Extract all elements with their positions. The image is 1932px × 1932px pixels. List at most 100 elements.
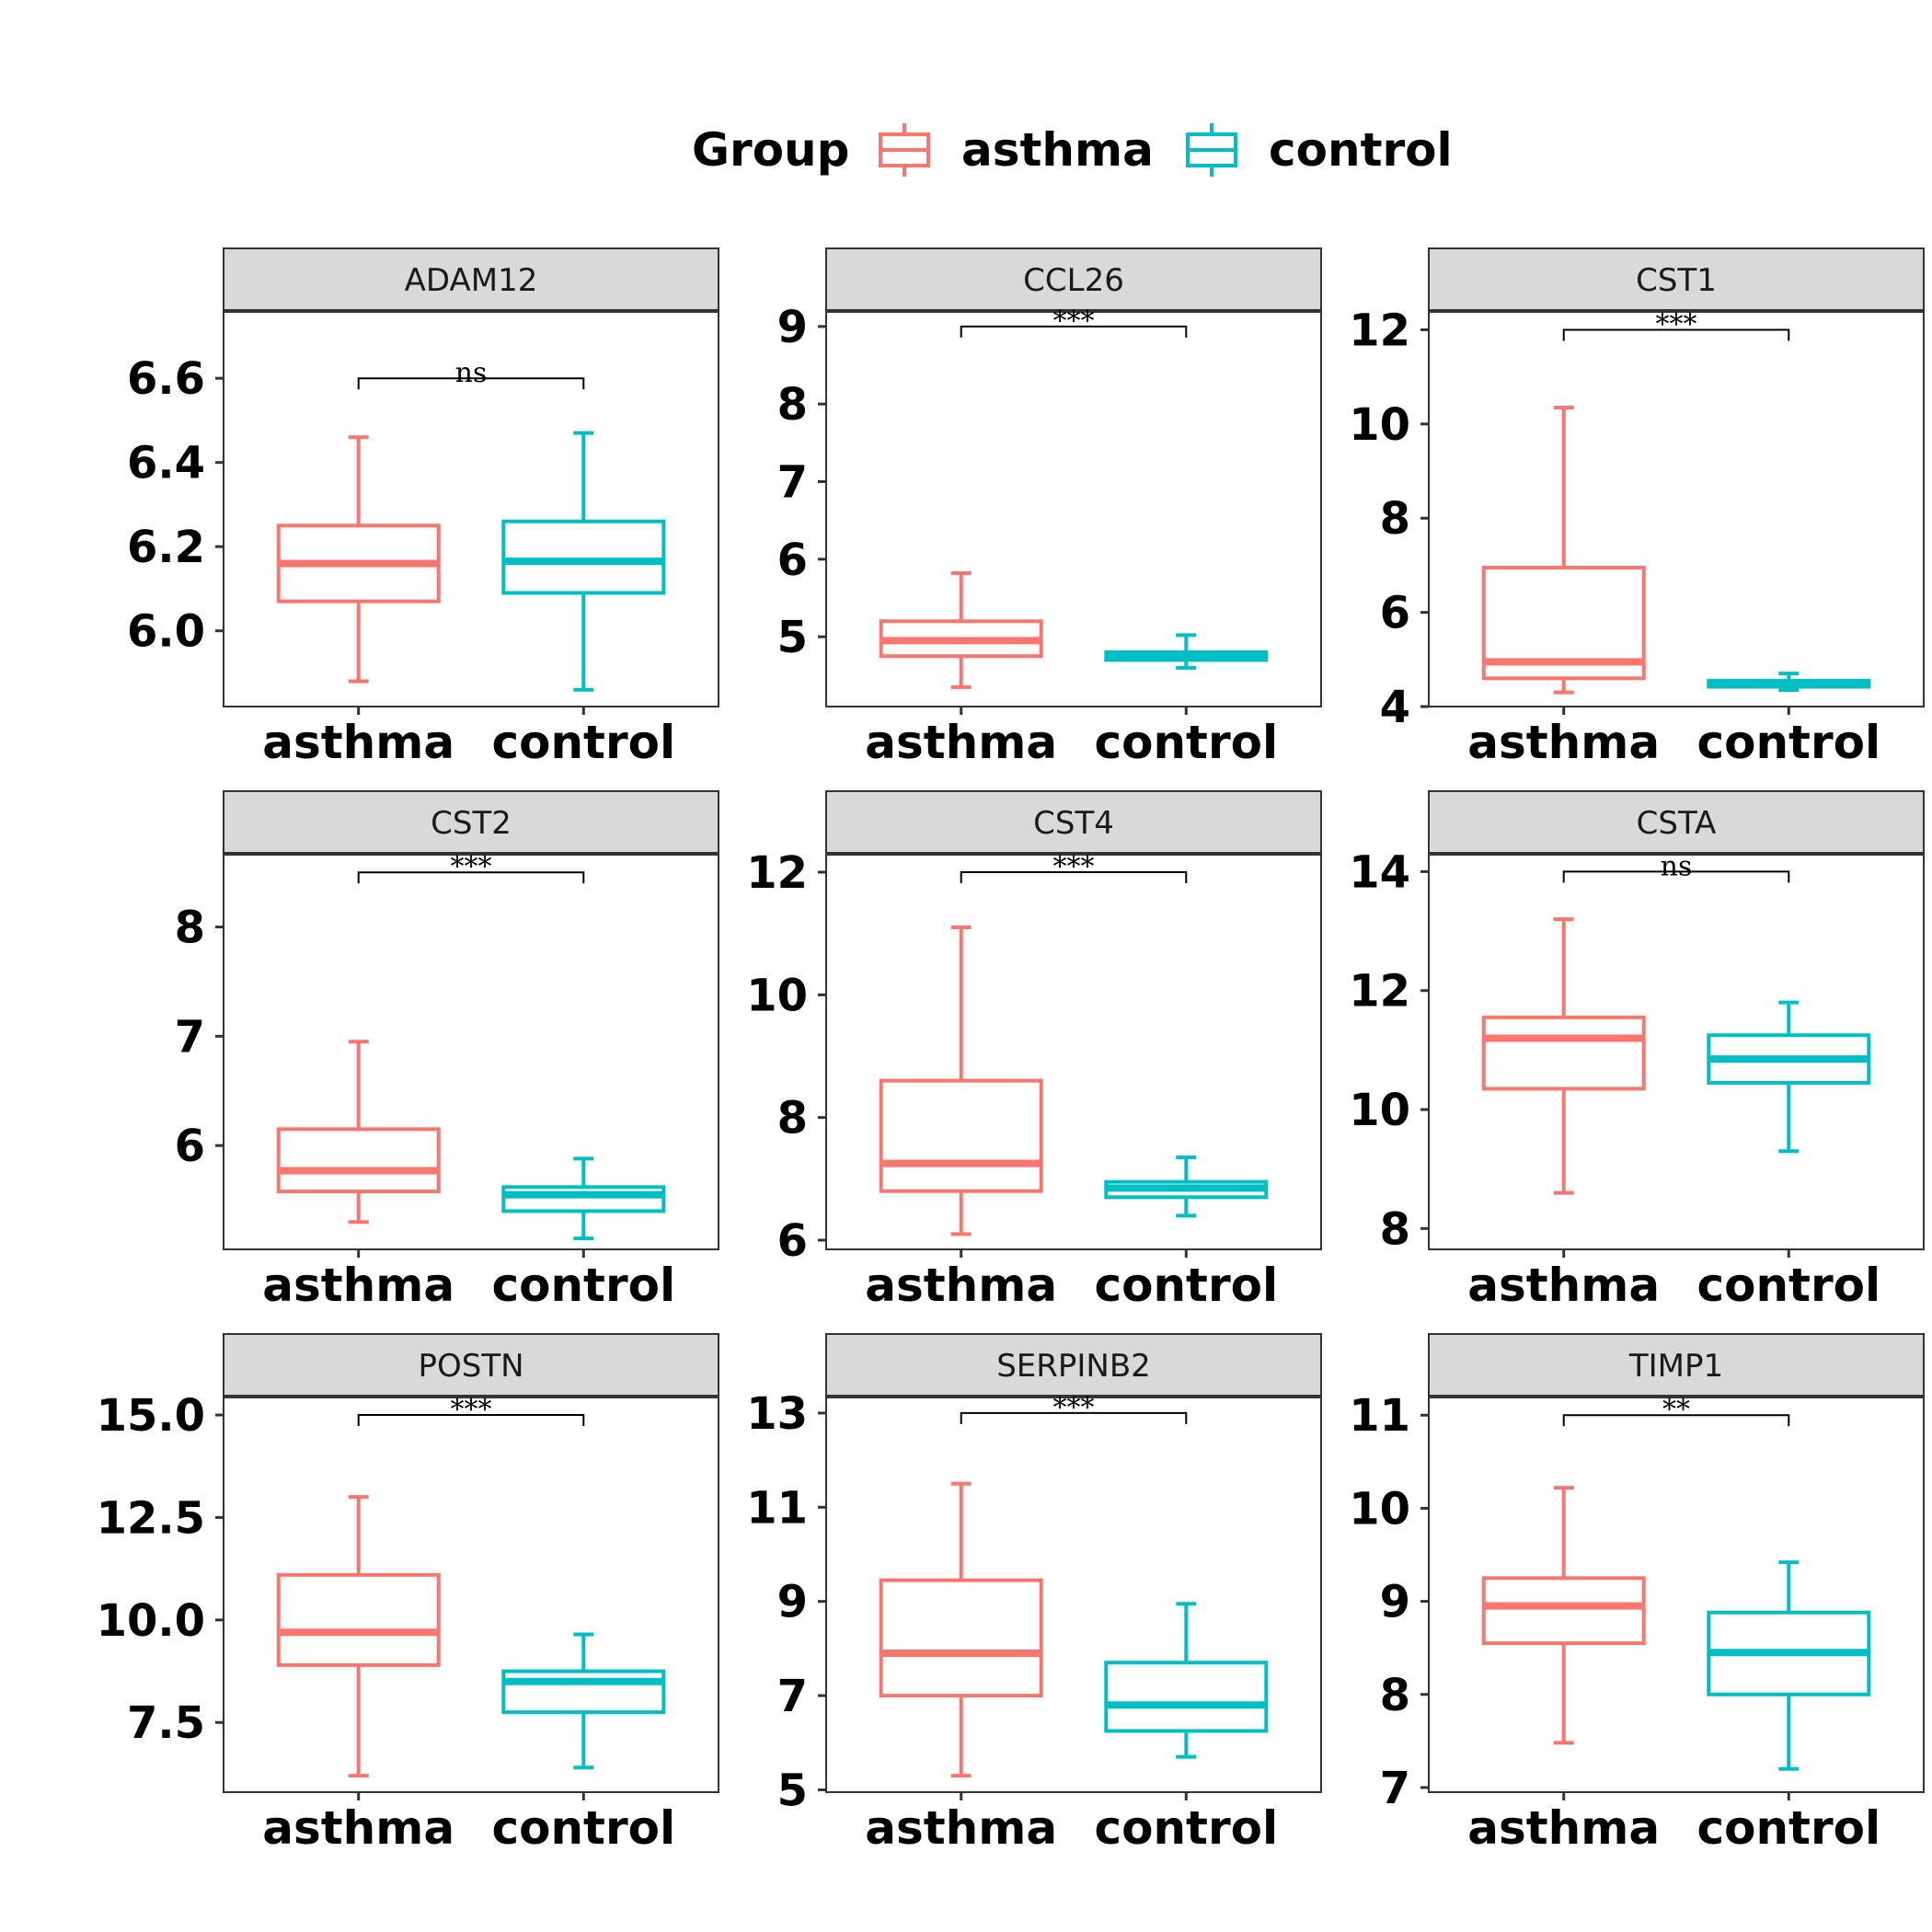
panel-cst2: CST2 6 7 8 asthma control *** bbox=[175, 790, 719, 1312]
y-tick-label: 5 bbox=[777, 612, 808, 663]
box-asthma bbox=[1481, 405, 1646, 695]
significance-bracket bbox=[960, 1411, 1188, 1424]
significance-label: *** bbox=[1053, 851, 1095, 883]
y-tick-label: 7 bbox=[175, 1011, 205, 1063]
legend-label-asthma: asthma bbox=[961, 123, 1154, 177]
y-tick-label: 10 bbox=[1349, 1085, 1410, 1136]
y-tick-label: 6 bbox=[777, 535, 808, 586]
box-asthma bbox=[1481, 917, 1646, 1195]
x-tick-label: control bbox=[1094, 716, 1278, 769]
facet-strip-label: POSTN bbox=[418, 1348, 523, 1385]
box-control bbox=[501, 431, 666, 692]
box-asthma bbox=[879, 1481, 1043, 1778]
x-tick-label: asthma bbox=[1467, 1801, 1660, 1855]
box-control bbox=[1707, 672, 1871, 693]
y-tick-label: 10.0 bbox=[97, 1595, 205, 1647]
significance-label: ** bbox=[1662, 1394, 1690, 1426]
x-tick-label: asthma bbox=[262, 1801, 454, 1855]
box-asthma bbox=[276, 435, 441, 684]
y-tick-label: 8 bbox=[1380, 493, 1410, 545]
box-iqr bbox=[501, 1185, 666, 1213]
x-tick-label: asthma bbox=[1467, 716, 1660, 769]
legend-key-asthma bbox=[879, 123, 930, 177]
facet-strip-label: TIMP1 bbox=[1628, 1348, 1723, 1385]
facet-strip-label: CST4 bbox=[1033, 805, 1114, 842]
box-asthma bbox=[276, 1495, 441, 1778]
y-tick-label: 7 bbox=[777, 456, 808, 508]
y-tick-label: 10 bbox=[1349, 1483, 1410, 1535]
box-iqr bbox=[879, 1578, 1043, 1698]
y-tick-label: 6.2 bbox=[127, 522, 205, 573]
panels: ADAM12 6.0 6.2 6.4 6.6 asthma control ns CCL26 5 6… bbox=[97, 247, 1925, 1855]
legend: Group asthma control bbox=[692, 123, 1453, 177]
significance-label: *** bbox=[1053, 1392, 1095, 1424]
y-tick-label: 8 bbox=[175, 903, 205, 954]
x-tick-label: asthma bbox=[865, 1259, 1057, 1312]
significance-label: ns bbox=[1661, 850, 1693, 882]
legend-key-control bbox=[1186, 123, 1237, 177]
significance-bracket bbox=[357, 1414, 585, 1427]
y-tick-label: 11 bbox=[746, 1482, 808, 1534]
x-tick-label: control bbox=[491, 1259, 675, 1312]
facet-strip bbox=[223, 247, 719, 312]
x-tick-label: control bbox=[1696, 716, 1880, 769]
box-asthma bbox=[276, 1040, 441, 1225]
panel-adam12: ADAM12 6.0 6.2 6.4 6.6 asthma control ns bbox=[127, 247, 719, 769]
y-tick-label: 9 bbox=[777, 302, 808, 353]
panel-cst1: CST1 4 6 8 10 12 asthma control *** bbox=[1349, 247, 1925, 769]
x-tick-label: asthma bbox=[1467, 1259, 1660, 1312]
significance-label: *** bbox=[1656, 308, 1697, 340]
y-tick-label: 12 bbox=[1349, 305, 1410, 356]
x-tick-label: control bbox=[1094, 1801, 1278, 1855]
y-tick-label: 7.5 bbox=[127, 1697, 205, 1749]
significance-bracket bbox=[1562, 870, 1790, 883]
y-tick-label: 8 bbox=[1380, 1670, 1410, 1721]
y-tick-label: 7 bbox=[777, 1671, 808, 1722]
significance-label: *** bbox=[451, 1394, 492, 1426]
x-tick-label: control bbox=[1696, 1801, 1880, 1855]
panel-serpinb2: SERPINB2 5 7 9 11 13 asthma control *** bbox=[746, 1333, 1322, 1855]
y-tick-label: 7 bbox=[1380, 1763, 1410, 1814]
significance-label: *** bbox=[451, 851, 492, 883]
facet-strip bbox=[1428, 1333, 1925, 1397]
y-tick-label: 14 bbox=[1349, 846, 1410, 898]
y-tick-label: 8 bbox=[777, 1093, 808, 1144]
y-tick-label: 10 bbox=[1349, 399, 1410, 451]
x-tick-label: asthma bbox=[262, 716, 454, 769]
y-tick-label: 15.0 bbox=[97, 1390, 205, 1442]
y-tick-label: 4 bbox=[1380, 682, 1410, 733]
box-iqr bbox=[879, 1078, 1043, 1193]
y-tick-label: 8 bbox=[777, 379, 808, 431]
y-tick-label: 9 bbox=[1380, 1577, 1410, 1628]
legend-label-control: control bbox=[1269, 123, 1453, 177]
y-tick-label: 6.4 bbox=[127, 438, 205, 489]
panel-timp1: TIMP1 7 8 9 10 11 asthma control ** bbox=[1349, 1333, 1925, 1855]
significance-label: ns bbox=[455, 357, 488, 389]
y-tick-label: 6 bbox=[175, 1121, 205, 1172]
significance-bracket bbox=[357, 377, 585, 390]
significance-label: *** bbox=[1053, 305, 1095, 338]
y-tick-label: 6 bbox=[1380, 588, 1410, 639]
significance-bracket bbox=[1562, 1414, 1790, 1427]
legend-title: Group bbox=[692, 123, 849, 177]
y-tick-label: 9 bbox=[777, 1577, 808, 1628]
y-tick-label: 12.5 bbox=[97, 1492, 205, 1544]
box-control bbox=[1707, 1560, 1871, 1771]
y-tick-label: 8 bbox=[1380, 1203, 1410, 1255]
significance-bracket bbox=[1562, 328, 1790, 341]
panel-ccl26: CCL26 5 6 7 8 9 asthma control *** bbox=[777, 247, 1322, 769]
box-iqr bbox=[1104, 1661, 1269, 1733]
x-tick-label: control bbox=[1094, 1259, 1278, 1312]
facet-strip bbox=[1428, 247, 1925, 312]
x-tick-label: control bbox=[1696, 1259, 1880, 1312]
facet-strip-label: SERPINB2 bbox=[996, 1348, 1151, 1385]
box-iqr bbox=[501, 519, 666, 595]
box-iqr bbox=[501, 1669, 666, 1715]
box-asthma bbox=[1481, 1486, 1646, 1745]
facet-strip bbox=[223, 1333, 719, 1397]
significance-bracket bbox=[960, 325, 1188, 338]
facet-strip-label: ADAM12 bbox=[405, 262, 538, 299]
y-tick-label: 12 bbox=[746, 847, 808, 899]
box-control bbox=[1104, 633, 1269, 670]
